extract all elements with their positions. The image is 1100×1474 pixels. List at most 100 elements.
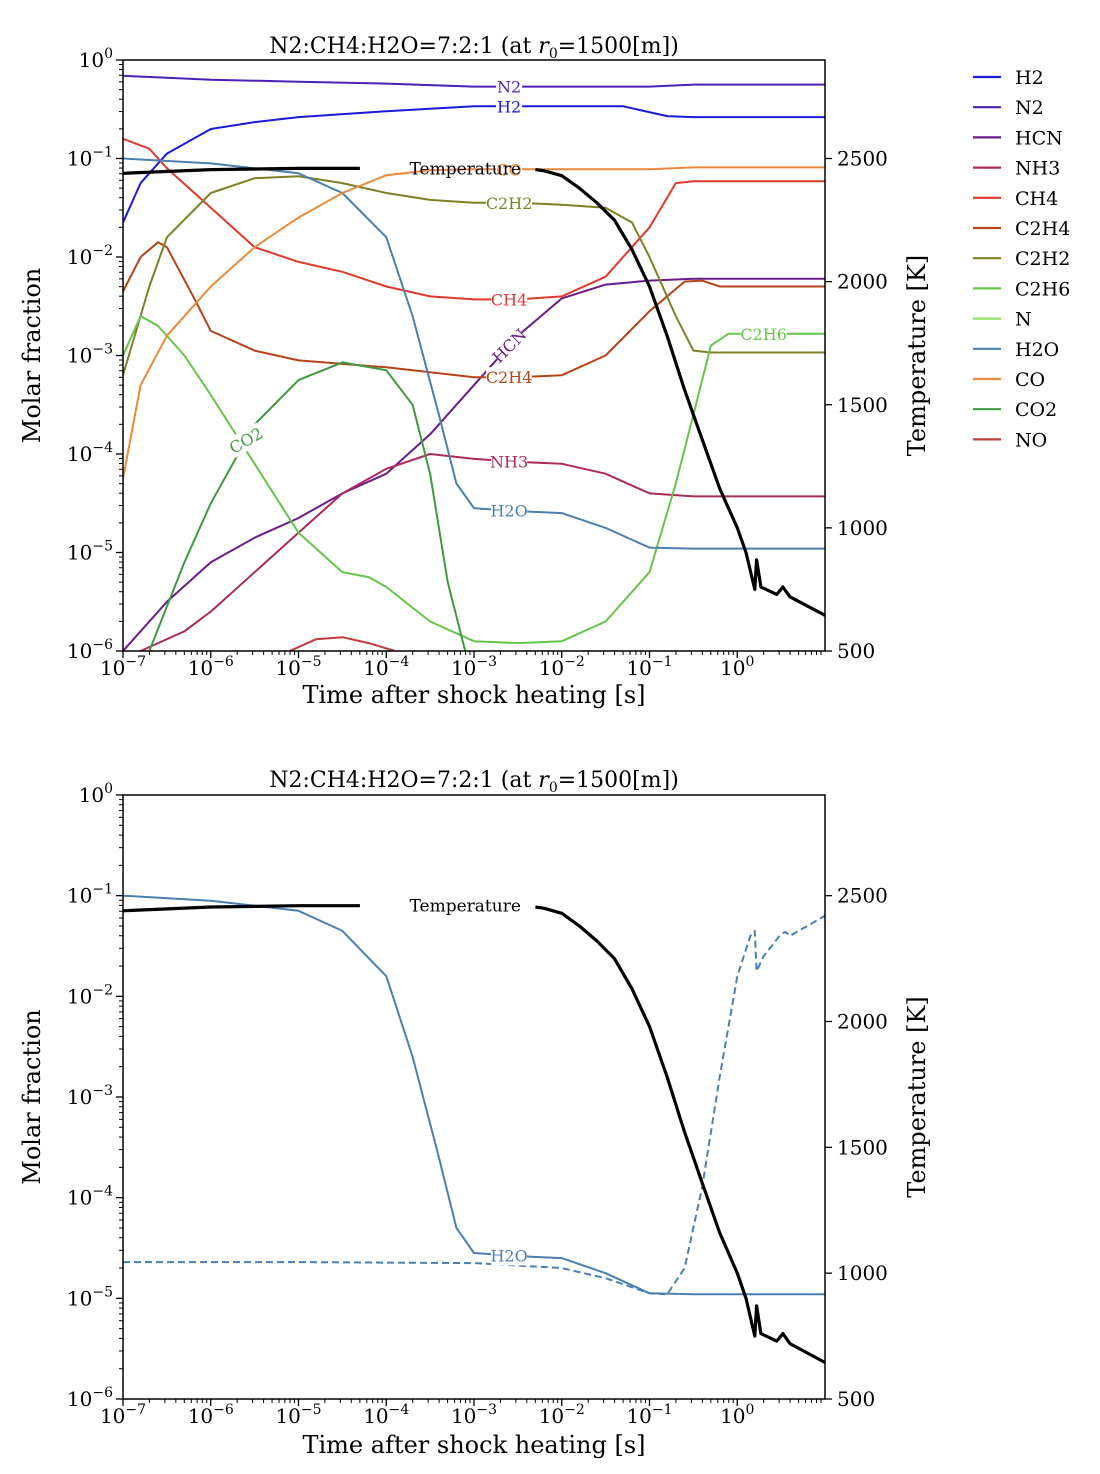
inline-label-h2o: H2O xyxy=(490,500,528,521)
inline-label-bg xyxy=(486,367,533,388)
series-line-c2h2 xyxy=(123,175,825,376)
inline-label-co: CO xyxy=(496,159,523,180)
inline-label-bg xyxy=(496,159,523,180)
inline-label-h2o: H2O xyxy=(490,1245,528,1266)
inline-label-bg xyxy=(491,1245,528,1266)
legend-label: CO xyxy=(1015,369,1045,391)
series-line-h2o-sat xyxy=(123,914,825,1296)
series-line-co2 xyxy=(148,361,467,651)
legend-item-n2: N2 xyxy=(973,97,1044,119)
legend-item-n: N xyxy=(973,309,1032,331)
x-tick-label: 10−3 xyxy=(451,654,497,680)
x-tick-label: 10−6 xyxy=(188,654,234,680)
inline-label-bg xyxy=(491,451,528,472)
inline-label-bg xyxy=(225,422,267,458)
inline-label-bg xyxy=(489,325,529,366)
y-tick-label: 10−6 xyxy=(67,1385,113,1411)
x-tick-label: 10−5 xyxy=(275,654,321,680)
x-tick-label: 10−7 xyxy=(100,1402,146,1428)
inline-label-text: H2O xyxy=(490,1246,527,1265)
inline-label-c2h2: C2H2 xyxy=(486,192,533,213)
legend-label: CH4 xyxy=(1015,188,1058,210)
legend-label: H2 xyxy=(1015,67,1044,89)
y2-tick-label: 2500 xyxy=(837,147,888,171)
y-tick-label: 10−4 xyxy=(67,1184,113,1210)
x-tick-label: 10−1 xyxy=(626,654,672,680)
y-tick-label: 10−5 xyxy=(67,1284,113,1310)
y2-tick-label: 1500 xyxy=(837,1135,888,1159)
inline-label-text: CH4 xyxy=(491,290,527,309)
y2-axis-label: Temperature [K] xyxy=(903,255,931,457)
inline-label-c2h6: C2H6 xyxy=(740,323,787,344)
y2-tick-label: 1500 xyxy=(837,393,888,417)
y-axis-label: Molar fraction xyxy=(18,268,46,443)
y2-tick-label: 500 xyxy=(837,1387,875,1411)
inline-label-bg xyxy=(491,289,528,310)
y-axis-label: Molar fraction xyxy=(18,1009,46,1184)
legend-label: CO2 xyxy=(1015,399,1057,421)
legend-label: C2H4 xyxy=(1015,218,1070,240)
series-line-h2 xyxy=(123,105,825,223)
inline-label-text: CO xyxy=(496,160,521,179)
y2-tick-label: 2500 xyxy=(837,884,888,908)
temperature-line-1 xyxy=(535,168,826,617)
legend-item-c2h2: C2H2 xyxy=(973,248,1070,270)
y-tick-label: 10−1 xyxy=(67,145,113,171)
inline-label-ch4: CH4 xyxy=(491,289,528,310)
y-tick-label: 10−3 xyxy=(67,1083,113,1109)
y2-tick-label: 2000 xyxy=(837,270,888,294)
y-tick-label: 10−2 xyxy=(67,243,113,269)
y-tick-label: 10−5 xyxy=(67,539,113,565)
inline-label-c2h4: C2H4 xyxy=(486,367,533,388)
x-tick-label: 10−4 xyxy=(363,654,409,680)
temperature-line-1 xyxy=(535,905,826,1364)
inline-label-text: C2H2 xyxy=(486,194,533,213)
legend-label: H2O xyxy=(1015,339,1059,361)
x-axis-label: Time after shock heating [s] xyxy=(302,1431,645,1459)
y-tick-label: 10−6 xyxy=(67,637,113,663)
inline-label-h2: H2 xyxy=(496,96,523,117)
y2-axis-label: Temperature [K] xyxy=(903,996,931,1198)
legend-label: NH3 xyxy=(1015,158,1060,180)
temperature-label-text: Temperature xyxy=(410,897,521,917)
legend-item-co: CO xyxy=(973,369,1045,391)
temperature-label-text: Temperature xyxy=(410,159,521,179)
chart-bottom: N2:CH4:H2O=7:2:1 (at r0=1500[m]) H2O Tempe… xyxy=(18,768,931,1459)
x-tick-label: 10−6 xyxy=(188,1402,234,1428)
series-line-co xyxy=(123,166,825,479)
x-tick-label: 100 xyxy=(720,1402,754,1428)
x-tick-label: 10−7 xyxy=(100,654,146,680)
legend-item-hcn: HCN xyxy=(973,127,1063,149)
x-tick-label: 10−2 xyxy=(539,1402,585,1428)
series-line-c2h6 xyxy=(123,315,825,645)
temperature-label: Temperature xyxy=(410,897,521,917)
legend-item-h2o: H2O xyxy=(973,339,1059,361)
inline-label-n2: N2 xyxy=(496,76,523,97)
y-tick-label: 10−2 xyxy=(67,982,113,1008)
temperature-label: Temperature xyxy=(410,159,521,179)
series-group xyxy=(123,894,825,1296)
x-tick-label: 10−3 xyxy=(451,1402,497,1428)
x-tick-label: 10−5 xyxy=(275,1402,321,1428)
legend-item-no: NO xyxy=(973,429,1047,451)
legend-label: NO xyxy=(1015,429,1047,451)
legend-label: HCN xyxy=(1015,127,1063,149)
legend-item-co2: CO2 xyxy=(973,399,1057,421)
series-line-nh3 xyxy=(140,453,825,651)
chart-title: N2:CH4:H2O=7:2:1 (at r0=1500[m]) xyxy=(269,34,679,62)
inline-label-text: C2H6 xyxy=(740,325,787,344)
series-line-c2h4 xyxy=(123,241,825,379)
legend-label: C2H2 xyxy=(1015,248,1070,270)
temperature-line-0 xyxy=(122,166,360,175)
series-line-hcn xyxy=(123,277,825,651)
series-line-n2 xyxy=(123,74,825,88)
legend-label: C2H6 xyxy=(1015,278,1070,300)
inline-label-text: H2 xyxy=(497,97,521,116)
y-tick-label: 10−1 xyxy=(67,882,113,908)
plot-frame xyxy=(122,59,826,652)
temperature-line-0 xyxy=(122,904,360,913)
series-line-h2o xyxy=(123,157,825,550)
legend-label: N2 xyxy=(1015,97,1044,119)
inline-label-bg xyxy=(486,192,533,213)
